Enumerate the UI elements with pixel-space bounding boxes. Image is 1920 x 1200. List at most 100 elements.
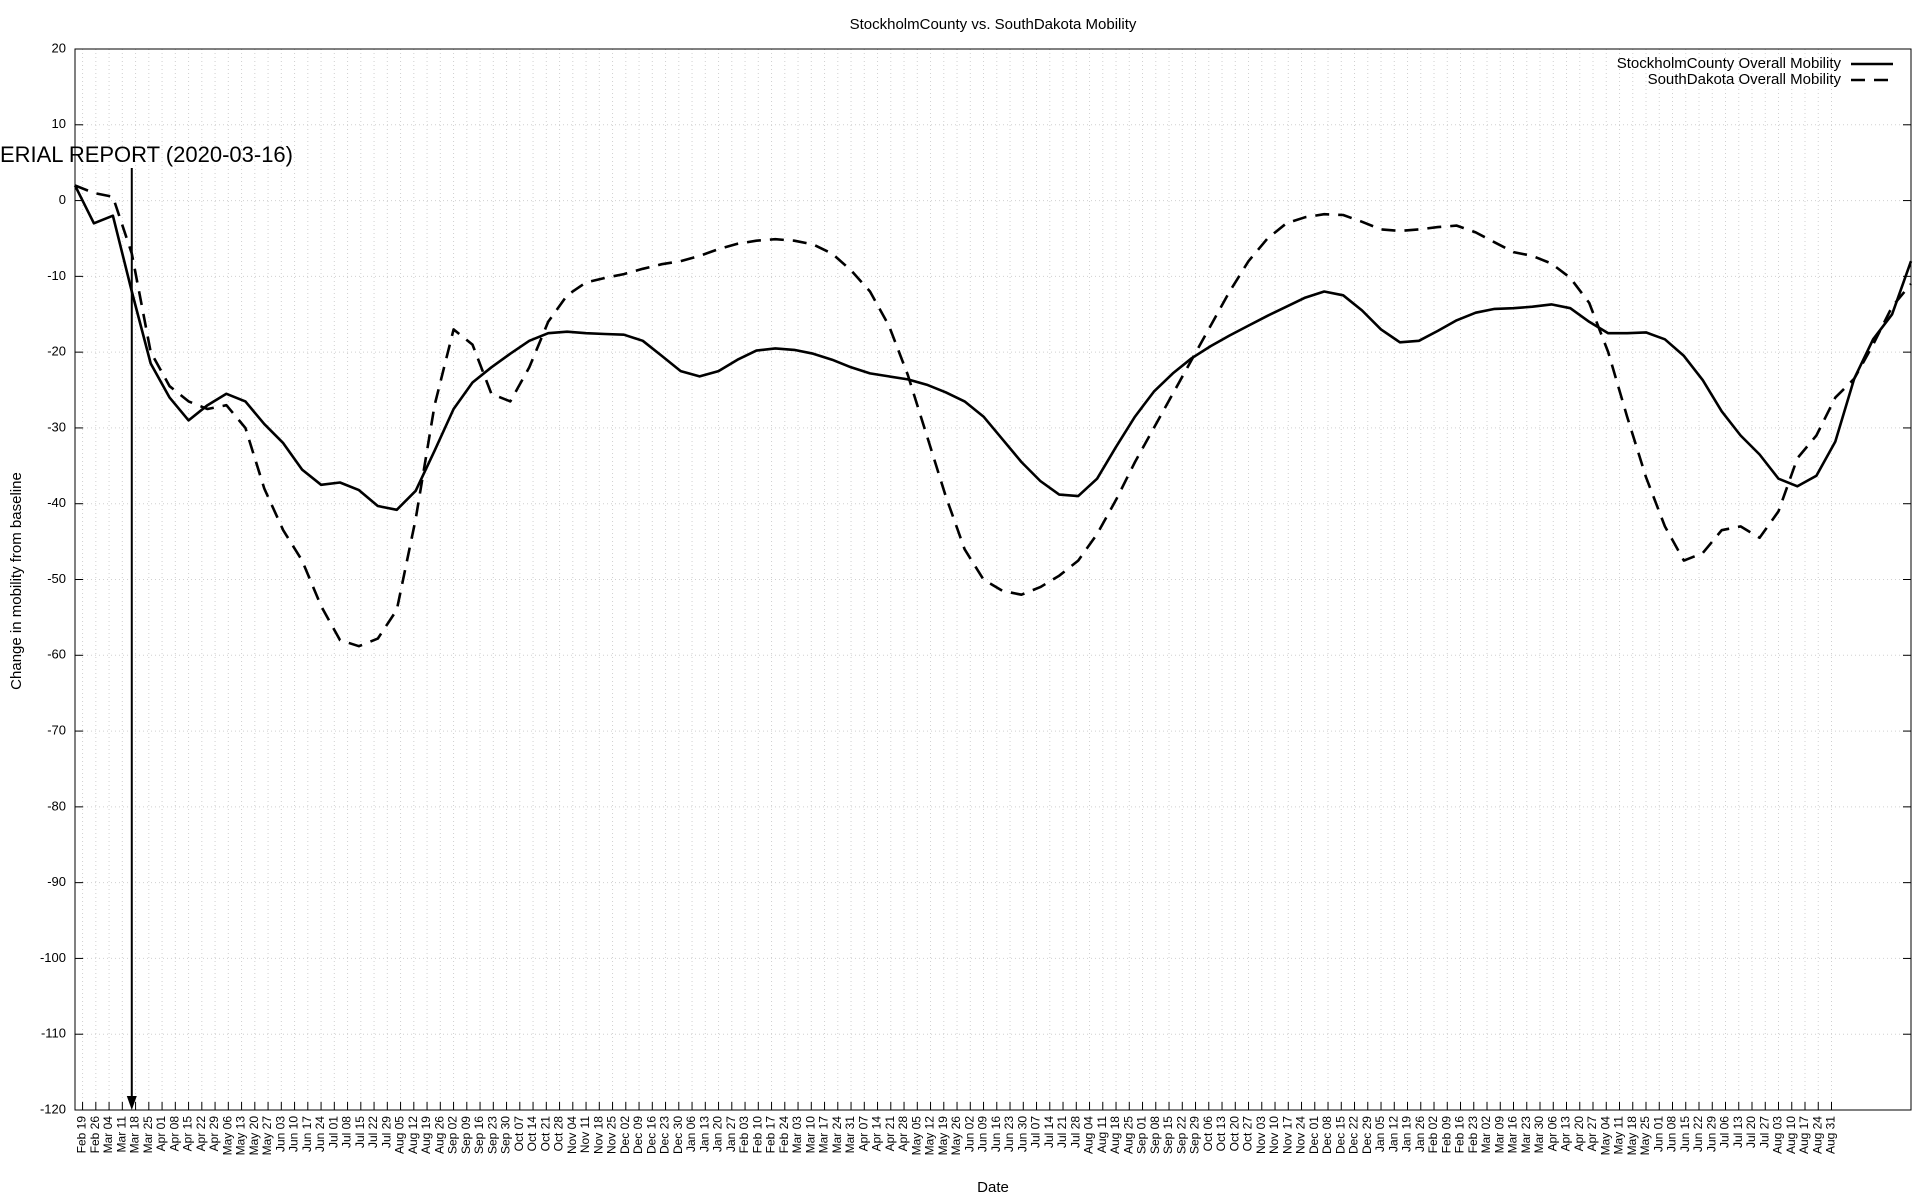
x-tick-label: May 05 bbox=[909, 1116, 923, 1156]
x-tick-label: Jun 03 bbox=[273, 1116, 287, 1152]
x-tick-label: Nov 03 bbox=[1254, 1116, 1268, 1154]
x-tick-label: May 20 bbox=[247, 1116, 261, 1156]
x-tick-label: Mar 25 bbox=[141, 1116, 155, 1154]
x-tick-label: Jun 29 bbox=[1704, 1116, 1718, 1152]
x-tick-label: Jul 29 bbox=[379, 1116, 393, 1148]
data-line bbox=[73, 184, 1913, 512]
y-tick-label: -40 bbox=[47, 495, 66, 510]
y-tick-label: 10 bbox=[52, 116, 66, 131]
x-tick-label: Feb 02 bbox=[1426, 1116, 1440, 1154]
x-tick-label: Apr 29 bbox=[207, 1116, 221, 1152]
x-tick-label: Jul 13 bbox=[1731, 1116, 1745, 1148]
grid bbox=[75, 48, 1911, 1111]
x-tick-label: May 04 bbox=[1598, 1116, 1612, 1156]
x-tick-label: Feb 17 bbox=[764, 1116, 778, 1154]
annotation-arrowhead bbox=[126, 1096, 137, 1110]
x-tick-label: Dec 01 bbox=[1307, 1116, 1321, 1154]
x-tick-label: Jun 08 bbox=[1665, 1116, 1679, 1152]
x-tick-label: Sep 15 bbox=[1161, 1116, 1175, 1154]
x-tick-label: Apr 21 bbox=[883, 1116, 897, 1152]
y-tick-label: -110 bbox=[41, 1026, 66, 1041]
x-tick-label: Jul 21 bbox=[1055, 1116, 1069, 1148]
x-tick-label: Jul 08 bbox=[340, 1116, 354, 1148]
x-tick-label: Mar 09 bbox=[1492, 1116, 1506, 1154]
y-tick-label: -90 bbox=[47, 874, 66, 889]
x-tick-label: Dec 23 bbox=[658, 1116, 672, 1154]
x-tick-label: Mar 04 bbox=[101, 1116, 115, 1154]
x-tick-label: Jan 26 bbox=[1413, 1116, 1427, 1152]
chart-title: StockholmCounty vs. SouthDakota Mobility bbox=[850, 16, 1137, 33]
x-tick-label: Jul 15 bbox=[353, 1116, 367, 1148]
x-tick-label: Jun 30 bbox=[1015, 1116, 1029, 1152]
x-tick-label: Mar 17 bbox=[817, 1116, 831, 1154]
x-tick-label: May 06 bbox=[220, 1116, 234, 1156]
x-tick-label: Oct 28 bbox=[552, 1116, 566, 1152]
legend-label: StockholmCounty Overall Mobility bbox=[1617, 55, 1842, 72]
x-axis-label: Date bbox=[977, 1179, 1009, 1196]
x-tick-label: Mar 31 bbox=[843, 1116, 857, 1154]
x-tick-label: Sep 09 bbox=[459, 1116, 473, 1154]
x-tick-label: Jul 20 bbox=[1744, 1116, 1758, 1148]
x-tick-label: Apr 27 bbox=[1585, 1116, 1599, 1152]
x-tick-label: Feb 10 bbox=[750, 1116, 764, 1154]
x-tick-label: Sep 29 bbox=[1188, 1116, 1202, 1154]
x-tick-label: Aug 18 bbox=[1108, 1116, 1122, 1154]
x-tick-label: Sep 22 bbox=[1174, 1116, 1188, 1154]
x-tick-label: Mar 16 bbox=[1506, 1116, 1520, 1154]
y-tick-label: -50 bbox=[47, 571, 66, 586]
x-tick-label: Feb 24 bbox=[777, 1116, 791, 1154]
x-tick-label: Mar 30 bbox=[1532, 1116, 1546, 1154]
x-tick-label: Aug 17 bbox=[1797, 1116, 1811, 1154]
x-tick-label: Jan 05 bbox=[1373, 1116, 1387, 1152]
x-tick-label: Aug 04 bbox=[1082, 1116, 1096, 1154]
x-tick-label: Aug 10 bbox=[1784, 1116, 1798, 1154]
y-tick-label: -10 bbox=[47, 268, 66, 283]
x-tick-label: Dec 09 bbox=[631, 1116, 645, 1154]
x-tick-label: May 26 bbox=[949, 1116, 963, 1156]
x-tick-label: Jan 27 bbox=[724, 1116, 738, 1152]
x-tick-label: Sep 23 bbox=[485, 1116, 499, 1154]
x-tick-label: Jul 01 bbox=[326, 1116, 340, 1148]
x-tick-label: May 13 bbox=[234, 1116, 248, 1156]
x-tick-label: Sep 30 bbox=[499, 1116, 513, 1154]
x-tick-label: Mar 11 bbox=[114, 1116, 128, 1153]
x-tick-label: Aug 03 bbox=[1771, 1116, 1785, 1154]
x-tick-label: Oct 06 bbox=[1201, 1116, 1215, 1152]
x-tick-label: Apr 06 bbox=[1545, 1116, 1559, 1152]
x-tick-label: Mar 02 bbox=[1479, 1116, 1493, 1154]
x-tick-label: Aug 12 bbox=[406, 1116, 420, 1154]
x-tick-label: Apr 28 bbox=[896, 1116, 910, 1152]
y-tick-label: -70 bbox=[47, 723, 66, 738]
x-tick-label: Jun 15 bbox=[1678, 1116, 1692, 1152]
x-tick-label: Aug 24 bbox=[1810, 1116, 1824, 1154]
y-tick-label: -20 bbox=[47, 344, 66, 359]
x-tick-label: May 25 bbox=[1638, 1116, 1652, 1156]
y-tick-label: -60 bbox=[47, 647, 66, 662]
x-tick-label: Jun 23 bbox=[1002, 1116, 1016, 1152]
x-tick-label: Jun 01 bbox=[1651, 1116, 1665, 1152]
x-tick-label: Feb 23 bbox=[1466, 1116, 1480, 1154]
x-tick-label: Oct 14 bbox=[525, 1116, 539, 1152]
plot-frame bbox=[74, 48, 1912, 1111]
y-tick-label: -120 bbox=[40, 1101, 66, 1116]
x-tick-label: Dec 30 bbox=[671, 1116, 685, 1154]
x-tick-label: Apr 14 bbox=[870, 1116, 884, 1152]
x-tick-label: Jun 22 bbox=[1691, 1116, 1705, 1152]
x-tick-label: Feb 09 bbox=[1439, 1116, 1453, 1154]
x-tick-label: Apr 07 bbox=[856, 1116, 870, 1152]
x-tick-label: Jul 22 bbox=[366, 1116, 380, 1148]
x-tick-label: Jun 09 bbox=[976, 1116, 990, 1152]
x-tick-label: Dec 22 bbox=[1347, 1116, 1361, 1154]
y-tick-label: -30 bbox=[47, 419, 66, 434]
x-tick-label: Mar 10 bbox=[803, 1116, 817, 1154]
x-tick-label: Jan 20 bbox=[711, 1116, 725, 1152]
x-tick-label: Jul 27 bbox=[1757, 1116, 1771, 1148]
y-tick-label: -80 bbox=[47, 798, 66, 813]
x-tick-label: Feb 16 bbox=[1453, 1116, 1467, 1154]
x-tick-label: Oct 21 bbox=[538, 1116, 552, 1152]
x-tick-label: Dec 29 bbox=[1360, 1116, 1374, 1154]
x-tick-label: Feb 03 bbox=[737, 1116, 751, 1154]
x-tick-label: Apr 08 bbox=[167, 1116, 181, 1152]
